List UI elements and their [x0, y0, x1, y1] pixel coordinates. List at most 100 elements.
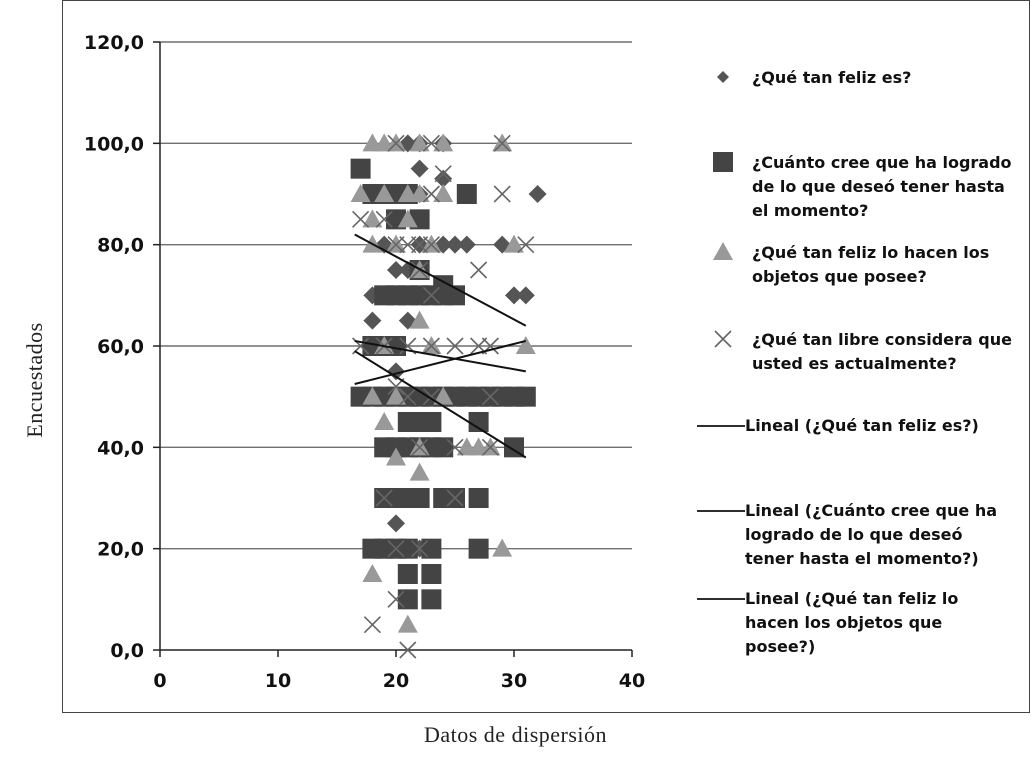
- point-objects: [409, 133, 430, 152]
- point-objects: [397, 614, 418, 633]
- point-free: [446, 438, 464, 456]
- point-free: [387, 590, 405, 608]
- point-objects: [374, 184, 395, 202]
- point-objects: [374, 412, 395, 430]
- point-achieved: [456, 184, 477, 204]
- point-free: [422, 185, 440, 203]
- point-free: [517, 236, 535, 254]
- legend-marker-x: [714, 330, 732, 348]
- point-free: [399, 236, 417, 254]
- point-free: [352, 210, 370, 228]
- legend-marker-diamond: [717, 71, 729, 83]
- point-free: [446, 337, 464, 355]
- legend-label: hacen los objetos que: [745, 613, 942, 632]
- legend-label: posee?): [745, 637, 815, 656]
- y-axis-title: Encuestados: [22, 322, 47, 438]
- point-happy: [410, 159, 429, 178]
- y-tick-label: 20,0: [97, 539, 144, 561]
- point-happy: [387, 514, 405, 533]
- y-tick-label: 40,0: [97, 437, 144, 459]
- point-free: [375, 210, 393, 228]
- point-objects: [397, 209, 418, 228]
- point-objects: [362, 209, 383, 228]
- point-objects: [409, 310, 430, 329]
- point-objects: [362, 386, 383, 405]
- point-free: [434, 165, 452, 183]
- point-happy: [457, 235, 476, 254]
- point-free: [387, 134, 405, 152]
- point-free: [422, 134, 440, 152]
- point-happy: [434, 169, 453, 188]
- trendline: [354, 233, 527, 327]
- legend-label: de lo que deseó tener hasta: [752, 177, 1005, 196]
- point-free: [387, 236, 405, 254]
- point-objects: [409, 462, 430, 481]
- point-achieved: [397, 564, 418, 584]
- point-objects: [492, 538, 513, 557]
- point-happy: [446, 235, 464, 254]
- point-achieved: [468, 412, 489, 432]
- x-tick-label: 20: [383, 670, 409, 692]
- point-free: [446, 489, 464, 507]
- point-achieved: [515, 386, 536, 407]
- x-tick-label: 10: [265, 670, 291, 692]
- point-achieved: [421, 538, 442, 559]
- trendline: [354, 339, 527, 385]
- y-tick-label: 0,0: [110, 640, 144, 662]
- x-tick-label: 0: [153, 670, 166, 692]
- point-objects: [350, 184, 371, 202]
- x-tick-label: 40: [619, 670, 645, 692]
- point-free: [470, 261, 488, 279]
- x-tick-label: 30: [501, 670, 527, 692]
- point-achieved: [397, 589, 418, 610]
- point-objects: [433, 184, 454, 202]
- legend-label: Lineal (¿Qué tan feliz lo: [745, 589, 958, 608]
- point-achieved: [421, 412, 442, 432]
- point-free: [399, 641, 417, 659]
- point-free: [422, 236, 440, 254]
- y-tick-label: 100,0: [84, 133, 144, 155]
- legend-marker-square: [713, 152, 733, 172]
- legend-label: ¿Qué tan feliz lo hacen los: [752, 243, 989, 262]
- legend-label: el momento?: [752, 201, 868, 220]
- legend-label: tener hasta el momento?): [745, 549, 979, 568]
- x-axis-title: Datos de dispersión: [423, 722, 608, 747]
- point-achieved: [350, 158, 371, 179]
- point-objects: [433, 133, 454, 152]
- point-free: [481, 388, 499, 406]
- y-tick-label: 80,0: [97, 235, 144, 257]
- point-achieved: [468, 488, 489, 508]
- point-free: [493, 185, 511, 203]
- legend-marker-triangle: [713, 242, 733, 260]
- legend-label: ¿Qué tan feliz es?: [752, 68, 911, 87]
- point-achieved: [409, 488, 430, 508]
- point-objects: [409, 184, 430, 202]
- point-happy: [516, 286, 535, 305]
- point-happy: [363, 311, 382, 330]
- point-free: [422, 337, 440, 355]
- point-free: [387, 540, 405, 558]
- point-objects: [386, 447, 406, 466]
- point-happy: [387, 362, 405, 381]
- point-achieved: [397, 538, 418, 559]
- point-free: [375, 489, 393, 507]
- point-achieved: [421, 564, 442, 584]
- legend-label: ¿Qué tan libre considera que: [752, 330, 1012, 349]
- point-objects: [515, 336, 536, 354]
- point-objects: [362, 564, 383, 582]
- point-free: [411, 540, 429, 558]
- y-tick-label: 120,0: [84, 32, 144, 54]
- point-free: [493, 134, 511, 152]
- legend-label: Lineal (¿Qué tan feliz es?): [745, 416, 979, 435]
- point-achieved: [433, 437, 454, 458]
- point-free: [399, 388, 417, 406]
- y-tick-label: 60,0: [97, 336, 144, 358]
- trendline: [354, 339, 526, 373]
- point-free: [422, 286, 440, 304]
- point-objects: [386, 386, 406, 405]
- legend-label: usted es actualmente?: [752, 354, 957, 373]
- legend-label: Lineal (¿Cuánto cree que ha: [745, 501, 997, 520]
- point-happy: [505, 286, 523, 305]
- point-free: [411, 236, 429, 254]
